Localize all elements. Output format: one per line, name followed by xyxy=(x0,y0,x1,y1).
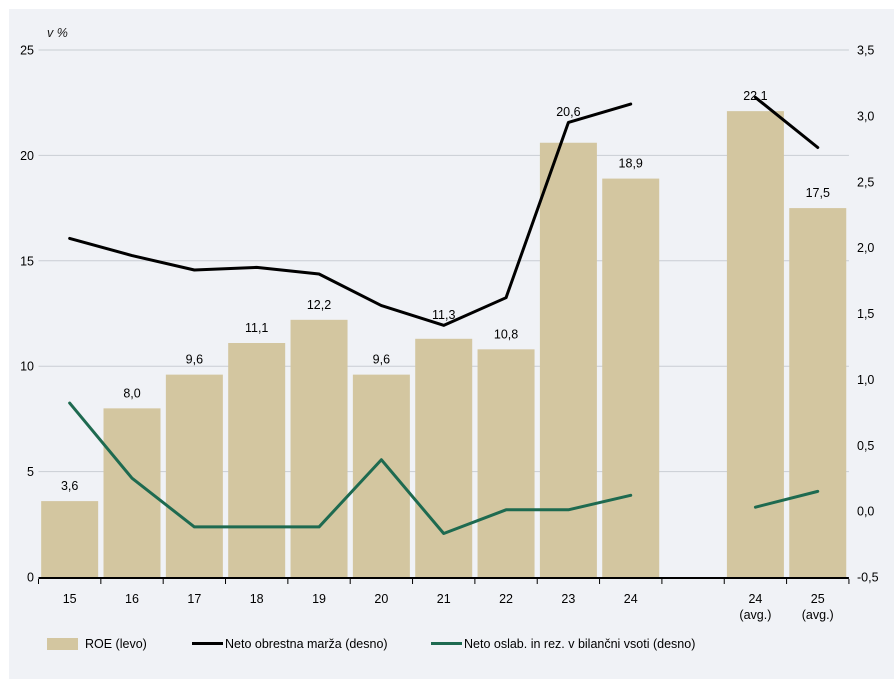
line-series-0 xyxy=(753,95,820,149)
x-category-label: (avg.) xyxy=(739,608,771,622)
left-axis-tick-label: 5 xyxy=(27,465,34,479)
bar-22 xyxy=(477,349,535,577)
bar-24-avg- xyxy=(726,111,784,577)
bar-21 xyxy=(415,338,473,577)
x-category-label: 25 xyxy=(811,592,825,606)
legend-label-net-interest-margin: Neto obrestna marža (desno) xyxy=(225,636,388,651)
x-category-label: 24 xyxy=(624,592,638,606)
left-axis-tick-label: 20 xyxy=(20,149,34,163)
left-axis-tick-label: 10 xyxy=(20,360,34,374)
legend-label-impairments: Neto oslab. in rez. v bilančni vsoti (de… xyxy=(464,636,696,651)
bar-value-label: 8,0 xyxy=(123,386,140,400)
bar-value-label: 12,2 xyxy=(307,298,331,312)
bar-value-label: 3,6 xyxy=(61,479,78,493)
bar-value-label: 10,8 xyxy=(494,327,518,341)
right-axis-tick-label: 2,0 xyxy=(857,241,874,255)
impairments-line-swatch-icon xyxy=(431,642,462,645)
bar-value-label: 20,6 xyxy=(556,105,580,119)
right-axis-tick-label: -0,5 xyxy=(857,571,879,585)
left-axis-tick-label: 25 xyxy=(20,44,34,58)
bar-15 xyxy=(41,501,99,577)
right-axis-tick-label: 1,5 xyxy=(857,307,874,321)
right-axis-tick-label: 2,5 xyxy=(857,175,874,189)
bar-19 xyxy=(290,319,348,577)
bar-20 xyxy=(352,374,410,577)
x-category-label: 16 xyxy=(125,592,139,606)
line-series-1 xyxy=(68,401,633,536)
x-category-label: 21 xyxy=(437,592,451,606)
x-category-label: (avg.) xyxy=(802,608,834,622)
bar-value-label: 22,1 xyxy=(743,89,767,103)
x-category-label: 15 xyxy=(63,592,77,606)
nim-line-swatch-icon xyxy=(192,642,223,645)
legend-item-roe: ROE (levo) xyxy=(47,636,147,651)
bar-value-label: 17,5 xyxy=(806,186,830,200)
legend-item-impairments: Neto oslab. in rez. v bilančni vsoti (de… xyxy=(431,636,695,651)
x-category-label: 22 xyxy=(499,592,513,606)
legend-item-net-interest-margin: Neto obrestna marža (desno) xyxy=(192,636,388,651)
bar-23 xyxy=(539,142,597,577)
bar-value-label: 11,1 xyxy=(245,321,268,335)
bar-24 xyxy=(602,178,660,577)
bar-25-avg- xyxy=(789,208,847,577)
bar-value-label: 9,6 xyxy=(186,353,203,367)
x-category-label: 18 xyxy=(250,592,264,606)
x-category-label: 19 xyxy=(312,592,326,606)
roe-bar-swatch-icon xyxy=(47,637,78,650)
bar-value-label: 18,9 xyxy=(619,157,643,171)
right-axis-tick-label: 0,0 xyxy=(857,505,874,519)
right-axis-tick-label: 3,5 xyxy=(857,44,874,58)
axis-unit-label: v % xyxy=(47,26,68,40)
right-axis-tick-label: 1,0 xyxy=(857,373,874,387)
left-axis-tick-label: 15 xyxy=(20,254,34,268)
line-series-0 xyxy=(68,102,633,327)
x-category-label: 20 xyxy=(374,592,388,606)
x-category-label: 17 xyxy=(187,592,201,606)
bar-value-label: 11,3 xyxy=(432,308,455,322)
x-category-label: 23 xyxy=(561,592,575,606)
right-axis-tick-label: 0,5 xyxy=(857,439,874,453)
legend-label-roe: ROE (levo) xyxy=(85,636,147,651)
bar-value-label: 9,6 xyxy=(373,353,390,367)
left-axis-tick-label: 0 xyxy=(27,571,34,585)
line-series-1 xyxy=(753,489,820,509)
bar-17 xyxy=(165,374,223,577)
x-category-label: 24 xyxy=(748,592,762,606)
right-axis-tick-label: 3,0 xyxy=(857,109,874,123)
bar-18 xyxy=(228,343,286,577)
